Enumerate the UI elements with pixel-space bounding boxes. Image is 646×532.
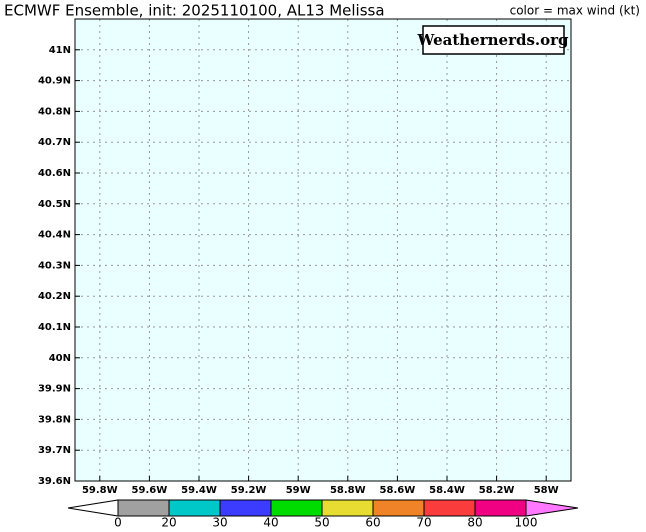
y-tick-label: 40.6N	[38, 168, 71, 179]
watermark-box	[422, 25, 565, 55]
colorbar-label: 60	[365, 516, 380, 530]
colorbar-segment	[219, 499, 272, 517]
colorbar-label: 80	[467, 516, 482, 530]
colorbar-segment	[321, 499, 374, 517]
map-frame	[74, 18, 572, 482]
subtitle: color = max wind (kt)	[510, 4, 640, 18]
colorbar-segment	[270, 499, 323, 517]
y-tick-label: 40.1N	[38, 322, 71, 333]
y-tick-label: 41N	[49, 45, 71, 56]
colorbar-label: 50	[314, 516, 329, 530]
colorbar-label: 20	[161, 516, 176, 530]
x-tick-label: 58.4W	[429, 485, 465, 496]
y-tick-label: 39.7N	[38, 445, 71, 456]
title: ECMWF Ensemble, init: 2025110100, AL13 M…	[4, 2, 385, 20]
colorbar-extend	[525, 499, 579, 517]
y-tick-label: 40.7N	[38, 137, 71, 148]
colorbar-label: 30	[212, 516, 227, 530]
colorbar-extend	[67, 499, 119, 517]
y-tick-label: 39.6N	[38, 476, 71, 487]
colorbar-label: 70	[416, 516, 431, 530]
watermark: Weathernerds.org	[416, 31, 569, 49]
x-tick-label: 59.2W	[231, 485, 267, 496]
x-tick-label: 58.6W	[380, 485, 416, 496]
map-background	[75, 19, 571, 481]
y-tick-label: 39.8N	[38, 414, 71, 425]
y-tick-label: 40N	[49, 353, 71, 364]
colorbar-segment	[423, 499, 476, 517]
y-tick-label: 40.3N	[38, 260, 71, 271]
y-tick-label: 40.8N	[38, 106, 71, 117]
colorbar-segment	[372, 499, 425, 517]
y-tick-label: 40.5N	[38, 199, 71, 210]
colorbar-segment	[168, 499, 221, 517]
x-tick-label: 59W	[286, 485, 311, 496]
y-tick-label: 39.9N	[38, 384, 71, 395]
x-tick-label: 58.2W	[479, 485, 515, 496]
x-tick-label: 59.4W	[181, 485, 217, 496]
colorbar-label: 40	[263, 516, 278, 530]
colorbar-label: 100	[515, 516, 538, 530]
x-tick-label: 59.6W	[132, 485, 168, 496]
y-tick-label: 40.9N	[38, 76, 71, 87]
x-tick-label: 58.8W	[330, 485, 366, 496]
x-tick-label: 58W	[534, 485, 559, 496]
y-tick-label: 40.2N	[38, 291, 71, 302]
colorbar-label: 0	[114, 516, 122, 530]
colorbar-segment	[117, 499, 170, 517]
colorbar-segment	[474, 499, 527, 517]
x-tick-label: 59.8W	[82, 485, 118, 496]
y-tick-label: 40.4N	[38, 230, 71, 241]
